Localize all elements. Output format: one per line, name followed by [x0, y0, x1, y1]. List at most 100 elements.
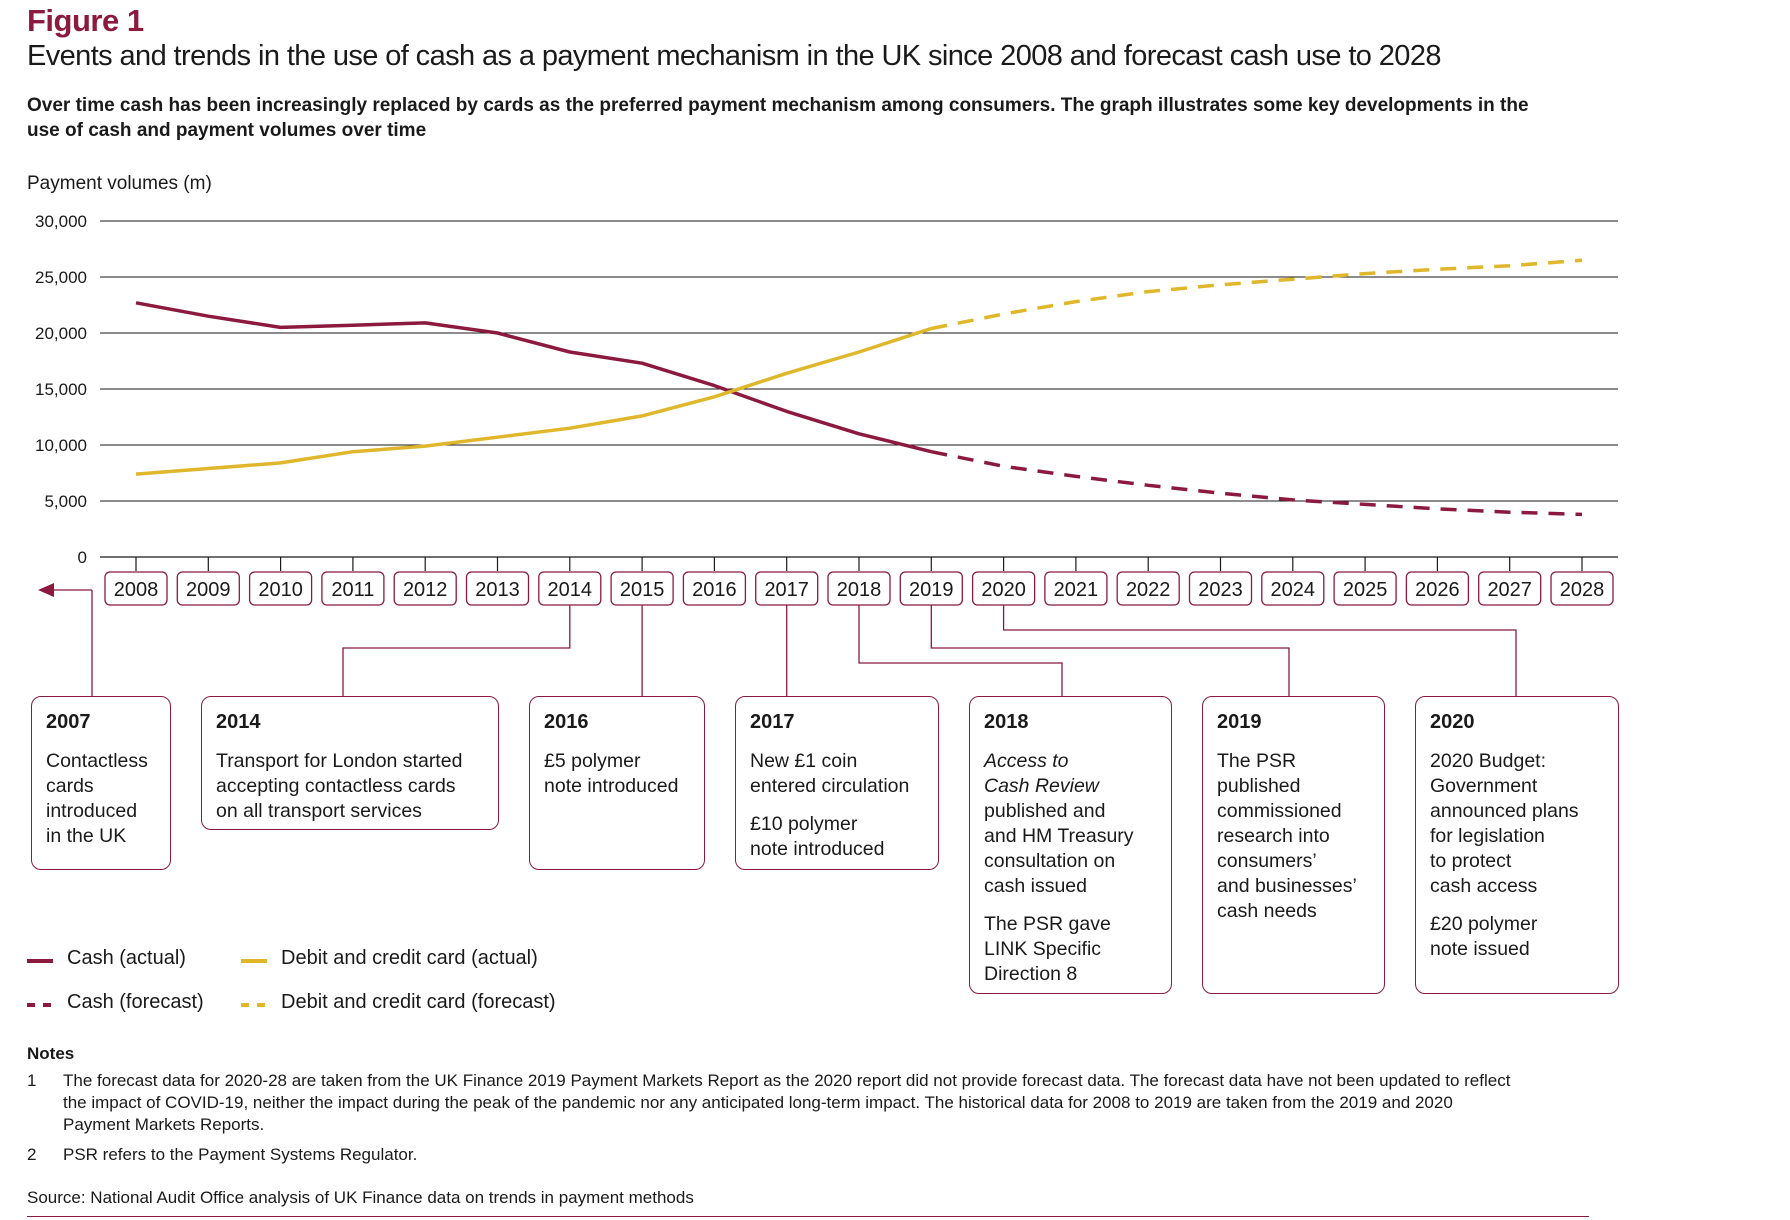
x-tick-box — [610, 571, 674, 606]
event-year: 2019 — [1217, 711, 1262, 733]
x-tick-box — [393, 571, 457, 606]
event-year: 2014 — [216, 711, 261, 733]
series-debit-and-credit-card-actual — [135, 326, 932, 476]
x-tick-box — [538, 571, 602, 606]
x-tick-label: 2020 — [981, 579, 1026, 601]
x-tick-box — [1261, 571, 1325, 606]
x-tick-box — [827, 571, 891, 606]
event-text: £20 polymer note issued — [1430, 913, 1538, 960]
event-text: Contactless cards introduced in the UK — [46, 750, 148, 847]
event-connectors — [38, 583, 1517, 696]
event-text: £5 polymer note introduced — [544, 750, 679, 797]
x-tick-labels: 2008 2009 2010 2011 2012 2013 2014 2015 2016 2017… — [104, 557, 1614, 606]
event-year: 2018 — [984, 711, 1029, 733]
note-2: 2 PSR refers to the Payment Systems Regu… — [27, 1144, 1567, 1166]
x-tick-label: 2016 — [692, 579, 737, 601]
y-tick-label: 25,000 — [35, 268, 87, 287]
figure-title: Events and trends in the use of cash as … — [27, 40, 1441, 72]
event-box-2019: 2019 The PSR published commissioned rese… — [1202, 696, 1385, 994]
source-note: Source: National Audit Office analysis o… — [27, 1188, 694, 1207]
x-tick-label: 2025 — [1343, 579, 1388, 601]
x-tick-box — [321, 571, 385, 606]
y-tick-label: 10,000 — [35, 436, 87, 455]
event-text: New £1 coin entered circulation — [750, 750, 910, 797]
x-tick-box — [682, 571, 747, 606]
x-tick-box — [1333, 571, 1397, 606]
y-tick-labels: 30,000 25,000 20,000 15,000 10,000 5,000 0 — [35, 212, 87, 567]
event-connector — [858, 605, 1063, 696]
event-box-2016: 2016 £5 polymer note introduced — [529, 696, 705, 870]
x-tick-label: 2010 — [258, 579, 303, 601]
y-axis-label: Payment volumes (m) — [27, 173, 212, 194]
event-text: £10 polymer note introduced — [750, 813, 885, 860]
event-box-2017: 2017 New £1 coin entered circulation £10… — [735, 696, 939, 870]
bottom-rule — [27, 1216, 1589, 1217]
x-tick-label: 2013 — [475, 579, 520, 601]
y-tick-label: 0 — [78, 548, 87, 567]
event-connector — [1002, 605, 1517, 696]
series-lines — [135, 258, 1583, 517]
x-tick-label: 2017 — [764, 579, 809, 601]
event-year: 2020 — [1430, 711, 1475, 733]
event-box-2018: 2018 Access to Cash Review published and … — [969, 696, 1172, 994]
note-1: 1 The forecast data for 2020-28 are take… — [27, 1070, 1567, 1136]
x-tick-box — [1044, 571, 1108, 606]
note-number: 1 — [27, 1071, 37, 1090]
event-connector — [342, 605, 571, 696]
event-connector — [930, 605, 1290, 696]
x-tick-box — [899, 571, 963, 606]
x-tick-label: 2026 — [1415, 579, 1460, 601]
x-tick-box — [1405, 571, 1470, 606]
x-tick-label: 2028 — [1560, 579, 1605, 601]
x-tick-box — [248, 571, 313, 606]
x-tick-box — [1478, 571, 1542, 606]
y-tick-label: 15,000 — [35, 380, 87, 399]
event-year: 2016 — [544, 711, 589, 733]
event-text: The PSR published commissioned research … — [1217, 750, 1357, 922]
x-tick-box — [971, 571, 1036, 606]
x-tick-box — [1116, 571, 1180, 606]
x-tick-label: 2023 — [1198, 579, 1243, 601]
note-text: The forecast data for 2020-28 are taken … — [63, 1071, 1511, 1134]
x-tick-label: 2008 — [114, 579, 159, 601]
x-tick-label: 2015 — [620, 579, 665, 601]
event-arrowhead — [38, 583, 54, 597]
x-tick-label: 2024 — [1271, 579, 1316, 601]
x-tick-label: 2014 — [548, 579, 593, 601]
series-cash-actual — [135, 301, 932, 454]
x-tick-label: 2012 — [403, 579, 448, 601]
event-text: 2020 Budget: Government announced plans … — [1430, 750, 1579, 897]
series-cash-forecast — [930, 449, 1583, 517]
x-tick-box — [1188, 571, 1253, 606]
x-tick-label: 2011 — [331, 579, 374, 601]
figure-subtitle: Over time cash has been increasingly rep… — [27, 95, 1529, 141]
event-year: 2007 — [46, 711, 91, 733]
x-tick-label: 2019 — [909, 579, 954, 601]
x-tick-label: 2022 — [1126, 579, 1171, 601]
y-tick-label: 30,000 — [35, 212, 87, 231]
notes-title: Notes — [27, 1044, 75, 1063]
x-tick-box — [176, 571, 240, 606]
event-box-2020: 2020 2020 Budget: Government announced p… — [1415, 696, 1619, 994]
series-debit-and-credit-card-forecast — [930, 258, 1583, 331]
line-chart: 30,000 25,000 20,000 15,000 10,000 5,000 0 200… — [35, 212, 1618, 696]
x-tick-label: 2009 — [186, 579, 231, 601]
x-tick-box — [1550, 571, 1614, 606]
x-tick-label: 2021 — [1054, 579, 1099, 601]
event-text: The PSR gave LINK Specific Direction 8 — [984, 913, 1111, 985]
event-year: 2017 — [750, 711, 795, 733]
x-tick-box — [104, 571, 168, 606]
event-box-2007: 2007 Contactless cards introduced in the… — [31, 696, 171, 870]
x-tick-box — [465, 571, 530, 606]
y-tick-label: 5,000 — [44, 492, 87, 511]
y-tick-label: 20,000 — [35, 324, 87, 343]
event-box-2014: 2014 Transport for London started accept… — [201, 696, 499, 830]
x-tick-box — [755, 571, 819, 606]
note-text: PSR refers to the Payment Systems Regula… — [63, 1145, 418, 1164]
figure-label: Figure 1 — [27, 3, 144, 38]
x-tick-label: 2027 — [1487, 579, 1532, 601]
note-number: 2 — [27, 1145, 37, 1164]
event-text: Transport for London started accepting c… — [216, 750, 463, 822]
event-report-title: Access to Cash Review — [984, 750, 1099, 797]
event-text: published and and HM Treasury consultati… — [984, 800, 1134, 897]
